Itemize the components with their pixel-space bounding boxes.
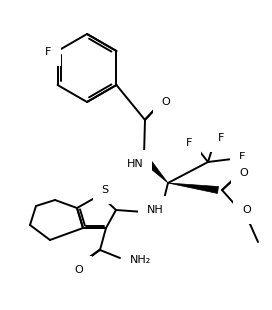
Text: F: F [218, 133, 224, 143]
Text: O: O [75, 265, 84, 275]
Text: O: O [242, 205, 251, 215]
Text: NH: NH [147, 205, 163, 215]
Text: O: O [162, 97, 170, 107]
Polygon shape [146, 160, 168, 183]
Text: S: S [101, 185, 109, 195]
Text: HN: HN [127, 159, 143, 169]
Text: F: F [239, 152, 245, 162]
Text: NH₂: NH₂ [130, 255, 151, 265]
Polygon shape [168, 183, 218, 193]
Text: O: O [240, 168, 248, 178]
Text: F: F [186, 138, 192, 148]
Text: F: F [45, 47, 52, 57]
